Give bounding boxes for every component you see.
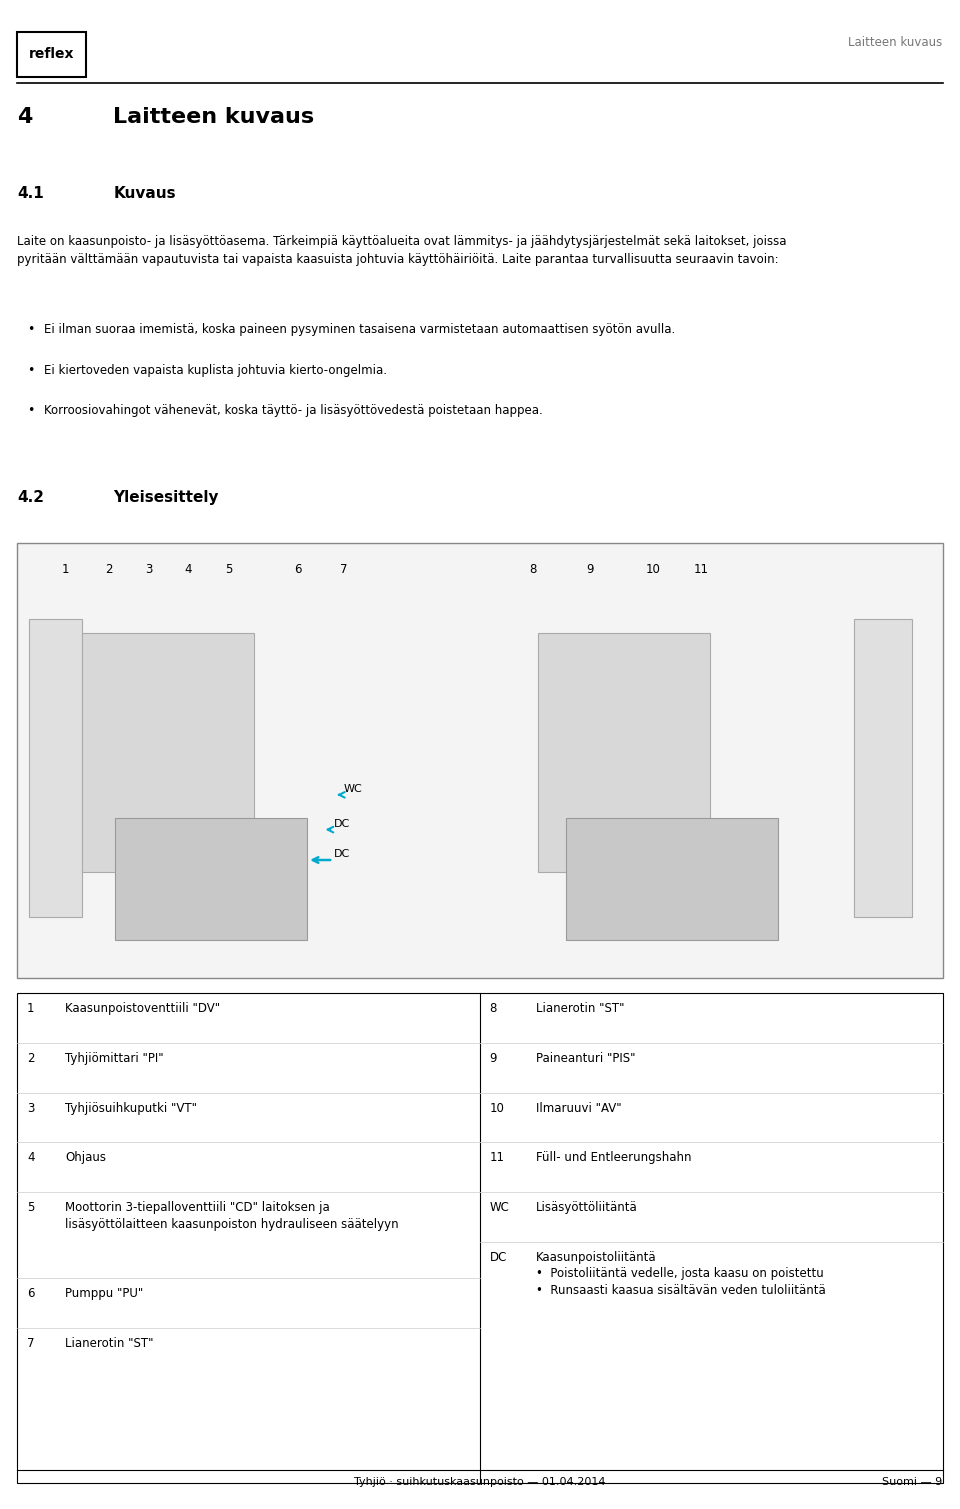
Text: Ilmaruuvi "AV": Ilmaruuvi "AV" bbox=[536, 1102, 621, 1115]
Text: reflex: reflex bbox=[29, 47, 75, 62]
Text: Laitteen kuvaus: Laitteen kuvaus bbox=[849, 36, 943, 50]
Bar bbox=[17, 543, 943, 978]
Bar bbox=[17, 32, 86, 77]
Bar bbox=[854, 619, 912, 917]
Text: 6: 6 bbox=[294, 563, 301, 576]
Text: Lianerotin "ST": Lianerotin "ST" bbox=[536, 1002, 624, 1016]
Text: 4: 4 bbox=[17, 107, 33, 127]
Bar bbox=[17, 993, 943, 1483]
Text: Kaasunpoistoventtiili "DV": Kaasunpoistoventtiili "DV" bbox=[65, 1002, 221, 1016]
Text: 11: 11 bbox=[693, 563, 708, 576]
Text: 5: 5 bbox=[225, 563, 232, 576]
Text: 3: 3 bbox=[145, 563, 153, 576]
Text: Lisäsyöttöliitäntä: Lisäsyöttöliitäntä bbox=[536, 1201, 637, 1215]
Text: 7: 7 bbox=[27, 1337, 35, 1351]
Text: 5: 5 bbox=[27, 1201, 35, 1215]
Text: •: • bbox=[27, 404, 35, 418]
Text: 9: 9 bbox=[490, 1052, 497, 1065]
Text: Lianerotin "ST": Lianerotin "ST" bbox=[65, 1337, 154, 1351]
Text: WC: WC bbox=[490, 1201, 510, 1215]
Text: 1: 1 bbox=[61, 563, 69, 576]
Text: 7: 7 bbox=[340, 563, 348, 576]
Text: 9: 9 bbox=[587, 563, 594, 576]
Text: 4: 4 bbox=[184, 563, 192, 576]
Text: 4.1: 4.1 bbox=[17, 186, 44, 201]
Text: Laite on kaasunpoisto- ja lisäsyöttöasema. Tärkeimpiä käyttöalueita ovat lämmity: Laite on kaasunpoisto- ja lisäsyöttöasem… bbox=[17, 235, 787, 266]
Text: 3: 3 bbox=[27, 1102, 35, 1115]
Text: •: • bbox=[27, 364, 35, 377]
Text: Tyhjiö · suihkutuskaasunpoisto — 01.04.2014: Tyhjiö · suihkutuskaasunpoisto — 01.04.2… bbox=[354, 1477, 606, 1488]
Text: Pumppu "PU": Pumppu "PU" bbox=[65, 1287, 144, 1301]
Text: 11: 11 bbox=[490, 1151, 505, 1165]
Text: 1: 1 bbox=[27, 1002, 35, 1016]
Text: 2: 2 bbox=[105, 563, 112, 576]
Bar bbox=[566, 818, 778, 940]
Text: Füll- und Entleerungshahn: Füll- und Entleerungshahn bbox=[536, 1151, 691, 1165]
Bar bbox=[115, 818, 307, 940]
Text: Kaasunpoistoliitäntä
•  Poistoliitäntä vedelle, josta kaasu on poistettu
•  Runs: Kaasunpoistoliitäntä • Poistoliitäntä ve… bbox=[536, 1251, 826, 1296]
Text: Ei kiertoveden vapaista kuplista johtuvia kierto-ongelmia.: Ei kiertoveden vapaista kuplista johtuvi… bbox=[44, 364, 387, 377]
Text: Tyhjiösuihkuputki "VT": Tyhjiösuihkuputki "VT" bbox=[65, 1102, 198, 1115]
Text: Tyhjiömittari "PI": Tyhjiömittari "PI" bbox=[65, 1052, 164, 1065]
Bar bbox=[82, 634, 254, 872]
Text: 4.2: 4.2 bbox=[17, 490, 44, 506]
Text: Yleisesittely: Yleisesittely bbox=[113, 490, 219, 506]
Text: DC: DC bbox=[490, 1251, 507, 1265]
Text: •: • bbox=[27, 323, 35, 337]
Text: 4: 4 bbox=[27, 1151, 35, 1165]
Text: DC: DC bbox=[334, 818, 350, 828]
Text: 8: 8 bbox=[490, 1002, 497, 1016]
Text: 10: 10 bbox=[490, 1102, 504, 1115]
Text: Korroosiovahingot vähenevät, koska täyttö- ja lisäsyöttövedestä poistetaan happe: Korroosiovahingot vähenevät, koska täytt… bbox=[44, 404, 543, 418]
Text: WC: WC bbox=[344, 783, 363, 794]
Text: Ei ilman suoraa imemistä, koska paineen pysyminen tasaisena varmistetaan automaa: Ei ilman suoraa imemistä, koska paineen … bbox=[44, 323, 676, 337]
Bar bbox=[538, 634, 710, 872]
Text: Laitteen kuvaus: Laitteen kuvaus bbox=[113, 107, 315, 127]
Text: Suomi — 9: Suomi — 9 bbox=[882, 1477, 943, 1488]
Text: 8: 8 bbox=[529, 563, 537, 576]
Text: DC: DC bbox=[334, 850, 350, 859]
Bar bbox=[29, 619, 82, 917]
Text: 2: 2 bbox=[27, 1052, 35, 1065]
Text: 6: 6 bbox=[27, 1287, 35, 1301]
Text: Ohjaus: Ohjaus bbox=[65, 1151, 107, 1165]
Text: Kuvaus: Kuvaus bbox=[113, 186, 176, 201]
Text: 10: 10 bbox=[645, 563, 660, 576]
Text: Moottorin 3-tiepalloventtiili "CD" laitoksen ja
lisäsyöttölaitteen kaasunpoiston: Moottorin 3-tiepalloventtiili "CD" laito… bbox=[65, 1201, 399, 1231]
Text: Paineanturi "PIS": Paineanturi "PIS" bbox=[536, 1052, 636, 1065]
